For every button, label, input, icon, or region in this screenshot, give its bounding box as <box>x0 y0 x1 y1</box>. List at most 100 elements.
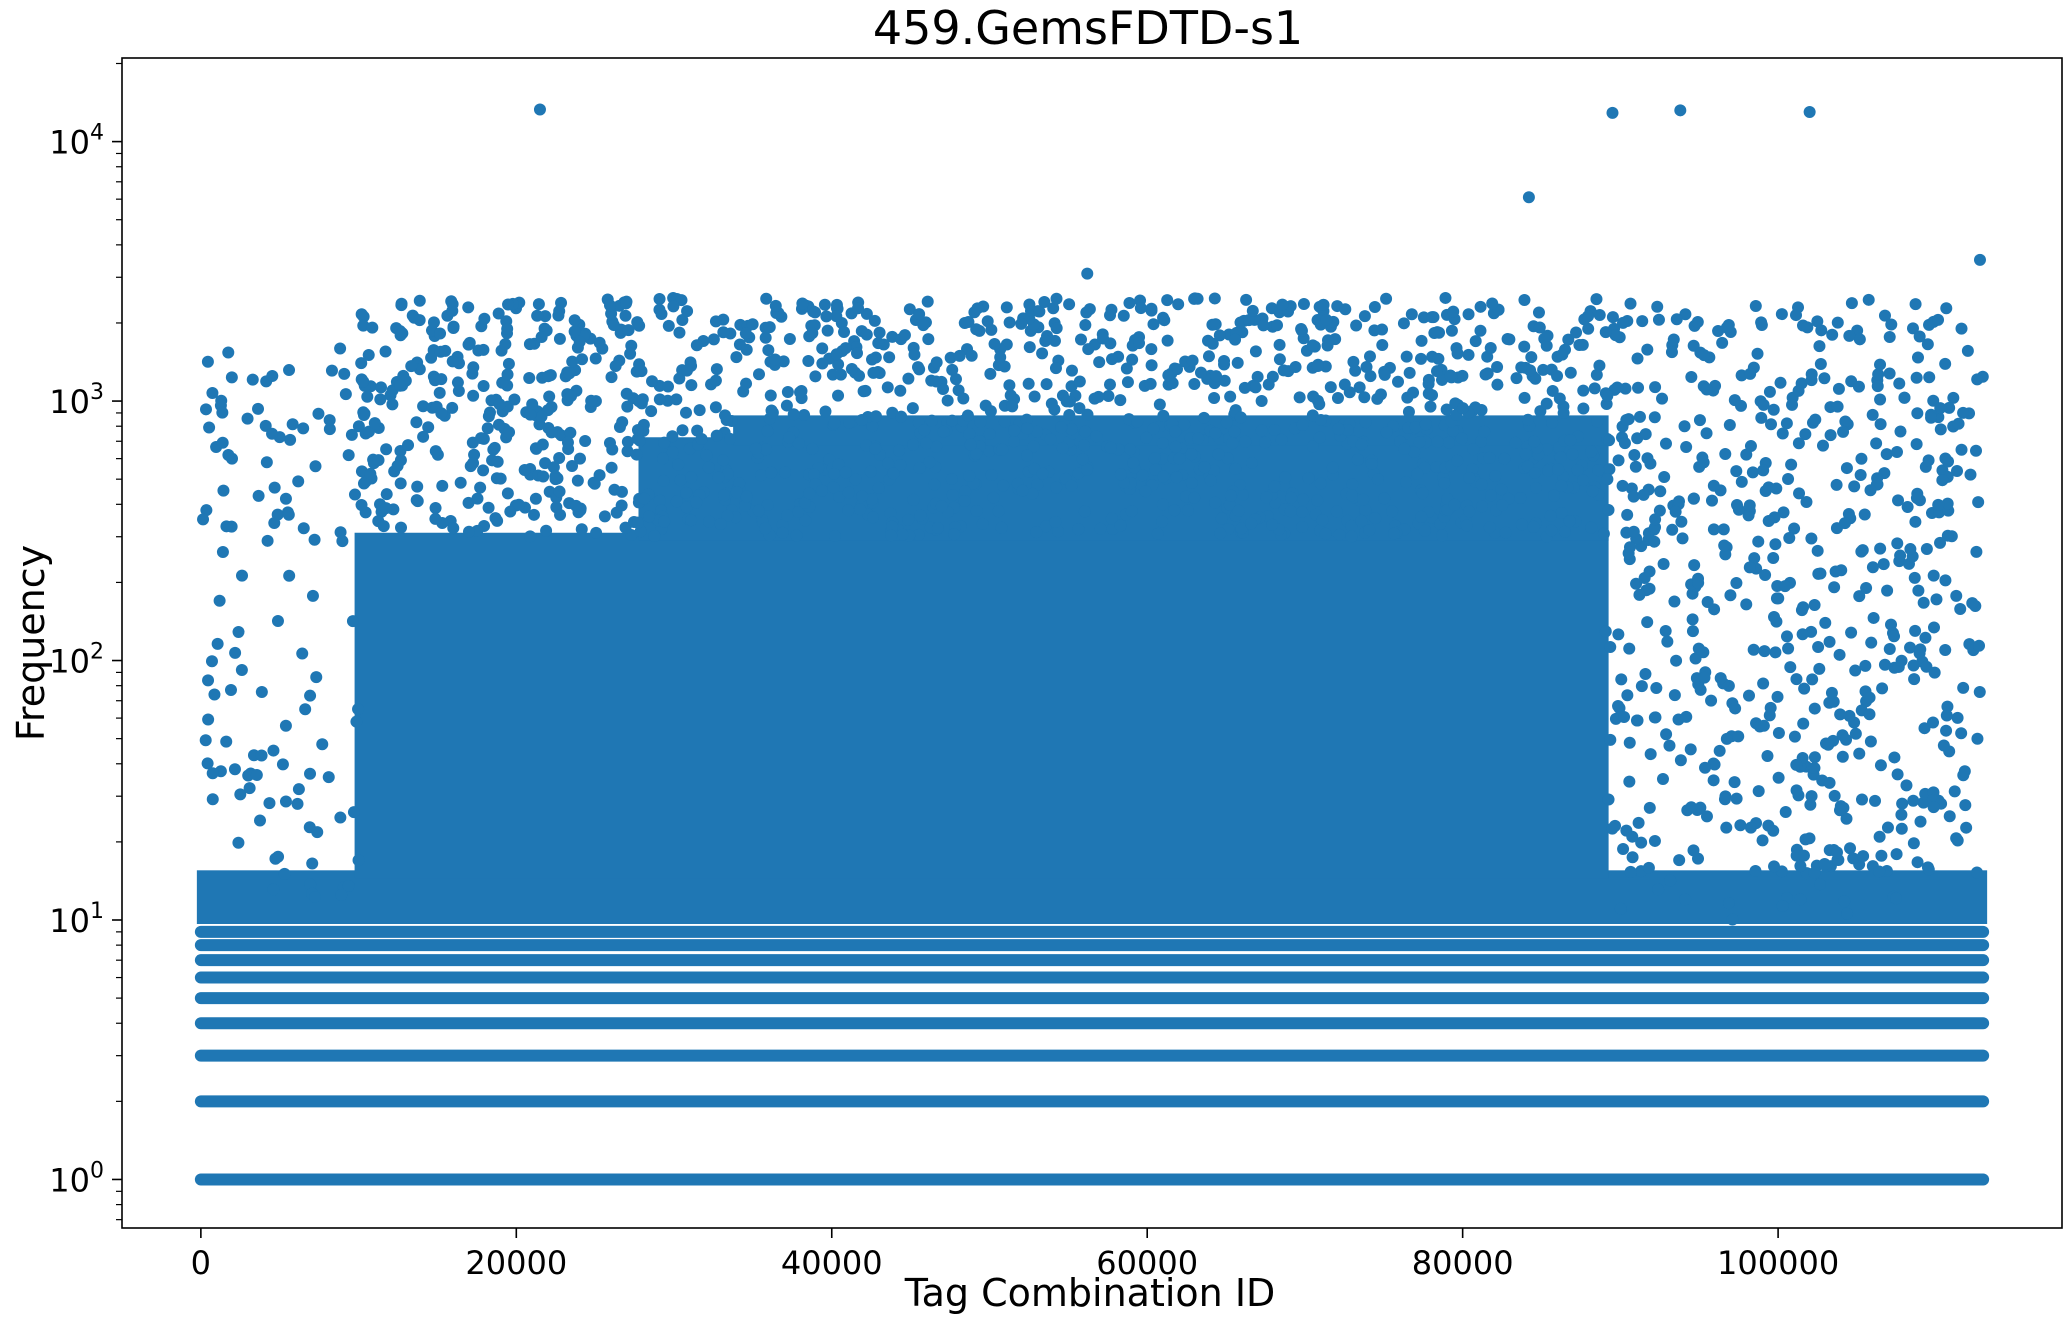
data-point <box>1943 401 1956 414</box>
data-point <box>1952 417 1965 430</box>
data-point <box>361 390 374 403</box>
data-point <box>1827 695 1840 708</box>
data-point <box>1297 298 1310 311</box>
data-point <box>1065 423 1078 436</box>
data-point <box>1072 523 1085 536</box>
data-point <box>573 335 586 348</box>
data-point <box>776 526 789 539</box>
data-point <box>1666 523 1679 536</box>
data-point <box>1345 489 1358 502</box>
data-point <box>1271 319 1284 332</box>
data-point <box>730 486 743 499</box>
data-point <box>1313 431 1326 444</box>
data-point <box>380 502 393 515</box>
data-point <box>1779 580 1792 593</box>
x-axis: 0 20000 40000 60000 80000 100000 <box>191 1228 1839 1282</box>
data-point <box>1832 382 1845 395</box>
data-point <box>1772 727 1785 740</box>
data-point <box>1777 506 1790 519</box>
data-point <box>1040 378 1053 391</box>
data-point <box>1940 302 1953 315</box>
data-point <box>1284 505 1297 518</box>
data-point <box>1039 335 1052 348</box>
data-point <box>391 459 404 472</box>
data-point <box>1643 801 1656 814</box>
data-point <box>1767 403 1780 416</box>
data-point <box>1268 423 1281 436</box>
data-point <box>857 385 870 398</box>
data-point <box>1844 842 1857 855</box>
data-point <box>1808 702 1821 715</box>
data-point <box>799 514 812 527</box>
data-point <box>1207 464 1220 477</box>
data-point <box>1374 388 1387 401</box>
data-point <box>1828 581 1841 594</box>
data-point <box>334 811 347 824</box>
data-point <box>1234 411 1247 424</box>
data-point <box>428 374 441 387</box>
data-point <box>603 299 616 312</box>
data-point <box>220 735 233 748</box>
data-point <box>1430 461 1443 474</box>
data-point <box>462 525 475 538</box>
data-point <box>1546 384 1559 397</box>
data-point <box>553 485 566 498</box>
data-point <box>211 637 224 650</box>
data-point <box>1537 363 1550 376</box>
data-point <box>411 480 424 493</box>
data-point <box>963 470 976 483</box>
data-point <box>949 373 962 386</box>
data-point <box>482 410 495 423</box>
data-point <box>1911 351 1924 364</box>
data-point <box>739 327 752 340</box>
data-point <box>1599 326 1612 339</box>
data-point <box>1431 435 1444 448</box>
data-point <box>1934 423 1947 436</box>
data-point <box>1755 319 1768 332</box>
data-point <box>478 312 491 325</box>
data-point <box>1691 315 1704 328</box>
x-tick-label: 20000 <box>465 1244 567 1282</box>
data-point <box>1245 456 1258 469</box>
data-point <box>1240 293 1253 306</box>
data-point <box>1831 316 1844 329</box>
data-point <box>914 509 927 522</box>
data-point <box>255 686 268 699</box>
data-point <box>433 386 446 399</box>
data-point <box>1063 298 1076 311</box>
data-point <box>1360 360 1373 373</box>
data-point <box>362 425 375 438</box>
data-point <box>1913 647 1926 660</box>
data-point <box>229 646 242 659</box>
data-point <box>1888 630 1901 643</box>
data-point <box>467 361 480 374</box>
data-point <box>1296 505 1309 518</box>
data-point <box>1767 551 1780 564</box>
data-point <box>1641 616 1654 629</box>
data-point <box>1133 337 1146 350</box>
data-point <box>1973 639 1986 652</box>
data-point <box>1865 636 1878 649</box>
data-point <box>1444 369 1457 382</box>
data-point <box>1462 348 1475 361</box>
data-point <box>1951 711 1964 724</box>
data-point <box>1718 539 1731 552</box>
data-point <box>1076 453 1089 466</box>
data-point <box>1249 381 1262 394</box>
data-point <box>1927 621 1940 634</box>
data-point <box>292 475 305 488</box>
data-point <box>1718 793 1731 806</box>
data-point <box>467 457 480 470</box>
data-point <box>482 501 495 514</box>
data-point <box>325 364 338 377</box>
data-point <box>1641 452 1654 465</box>
data-point <box>1927 801 1940 814</box>
data-point <box>589 352 602 365</box>
data-point <box>1206 337 1219 350</box>
data-point <box>304 878 317 891</box>
data-point <box>1686 625 1699 638</box>
data-point <box>411 495 424 508</box>
data-point <box>279 719 292 732</box>
data-point <box>1746 466 1759 479</box>
data-point <box>1782 642 1795 655</box>
